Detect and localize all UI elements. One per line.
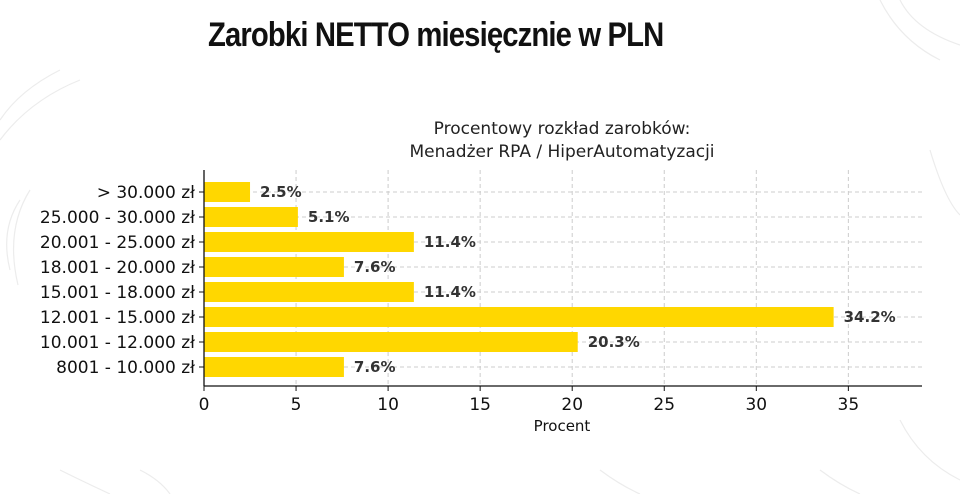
category-label: 20.001 - 25.000 zł: [40, 233, 195, 253]
grid: [204, 170, 922, 386]
category-label: 8001 - 10.000 zł: [56, 358, 195, 378]
data-label: 11.4%: [424, 233, 476, 251]
x-tick-label: 10: [377, 395, 399, 415]
category-label: 10.001 - 12.000 zł: [40, 333, 195, 353]
x-tick-label: 30: [745, 395, 767, 415]
bar: [204, 257, 344, 277]
bars: 2.5% 5.1% 11.4% 7.6% 11.4% 34.2% 20.3% 7.6%: [204, 182, 896, 377]
x-axis-label: Procent: [534, 417, 591, 435]
axes: > 30.000 zł 25.000 - 30.000 zł 20.001 - 25…: [40, 170, 922, 415]
data-label: 5.1%: [308, 208, 350, 226]
chart-title: Procentowy rozkład zarobków:: [434, 119, 691, 139]
data-label: 2.5%: [260, 183, 302, 201]
x-tick-label: 0: [199, 395, 210, 415]
x-tick-label: 15: [469, 395, 491, 415]
x-tick-label: 25: [653, 395, 675, 415]
data-label: 20.3%: [588, 333, 640, 351]
x-tick-label: 5: [291, 395, 302, 415]
category-label: 18.001 - 20.000 zł: [40, 258, 195, 278]
category-label: 15.001 - 18.000 zł: [40, 283, 195, 303]
bar: [204, 282, 414, 302]
data-label: 7.6%: [354, 258, 396, 276]
page-title: Zarobki NETTO miesięcznie w PLN: [208, 16, 664, 54]
category-label: 12.001 - 15.000 zł: [40, 308, 195, 328]
bar: [204, 332, 578, 352]
bar: [204, 182, 251, 202]
bar: [204, 232, 414, 252]
data-label: 7.6%: [354, 358, 396, 376]
bar: [204, 357, 344, 377]
chart-subtitle: Menadżer RPA / HiperAutomatyzacji: [409, 142, 714, 162]
x-tick-label: 20: [561, 395, 583, 415]
data-label: 34.2%: [844, 308, 896, 326]
bar: [204, 207, 298, 227]
category-label: 25.000 - 30.000 zł: [40, 208, 195, 228]
bar: [204, 307, 834, 327]
data-label: 11.4%: [424, 283, 476, 301]
category-label: > 30.000 zł: [97, 183, 195, 203]
x-tick-label: 35: [838, 395, 860, 415]
